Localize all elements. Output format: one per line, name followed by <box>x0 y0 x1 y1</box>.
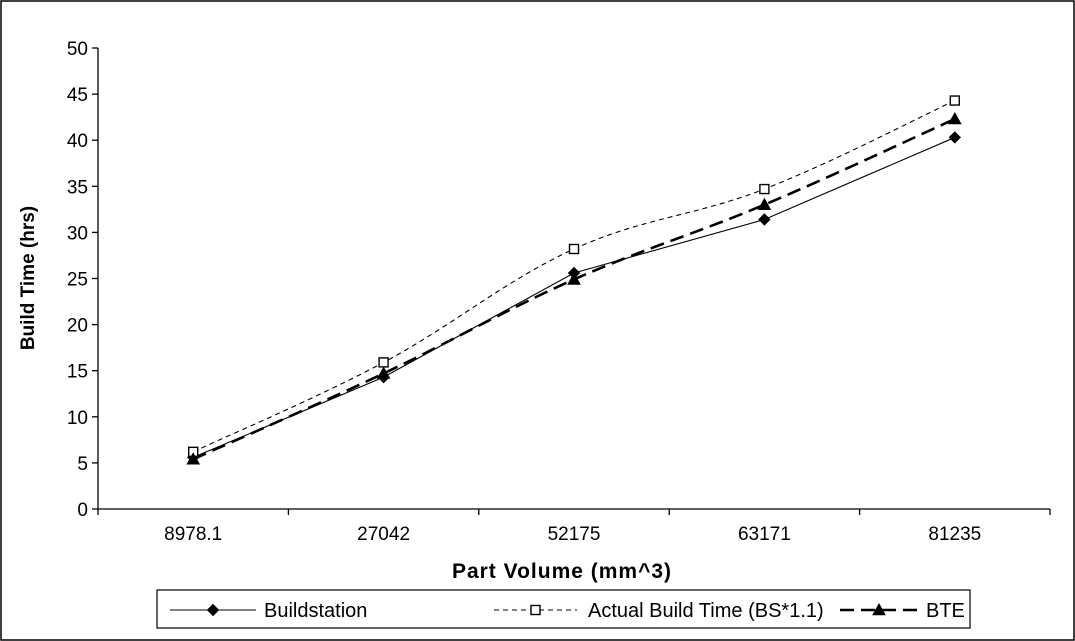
data-point-actual-build-time-bs-1-1 <box>759 183 770 195</box>
x-tick-label: 27042 <box>357 524 410 545</box>
data-point-bte <box>376 366 391 379</box>
series-bte <box>186 111 962 465</box>
series-layer <box>186 95 962 465</box>
legend-item-bte: BTE <box>840 600 965 622</box>
data-point-actual-build-time-bs-1-1 <box>949 95 960 106</box>
data-point-bte <box>567 272 581 285</box>
y-axis-title: Build Time (hrs) <box>18 206 39 350</box>
legend-marker-buildstation <box>206 603 220 617</box>
y-tick-label: 20 <box>67 316 88 337</box>
y-tick-label: 35 <box>67 177 88 198</box>
legend-marker-actual-build-time-bs-1-1 <box>530 604 541 616</box>
x-tick-label: 63171 <box>738 524 791 545</box>
data-point-buildstation <box>948 131 962 144</box>
data-point-actual-build-time-bs-1-1 <box>568 243 580 255</box>
data-point-bte <box>947 111 962 125</box>
legend-label-bte: BTE <box>926 600 965 622</box>
legend-box <box>156 589 971 629</box>
x-axis-title: Part Volume (mm^3) <box>452 560 672 583</box>
y-tick-label: 0 <box>77 500 88 521</box>
y-tick-label: 30 <box>67 223 88 244</box>
y-tick-label: 25 <box>67 270 88 291</box>
legend-label-actual-build-time-bs-1-1: Actual Build Time (BS*1.1) <box>588 600 824 622</box>
legend-item-actual-build-time-bs-1-1: Actual Build Time (BS*1.1) <box>494 600 824 622</box>
data-point-buildstation <box>758 213 771 226</box>
legend-marker-bte <box>872 602 886 616</box>
y-tick-label: 40 <box>67 131 88 152</box>
y-tick-label: 45 <box>67 85 88 106</box>
x-tick-label: 52175 <box>548 524 601 545</box>
x-tick-label: 8978.1 <box>164 524 222 545</box>
y-tick-label: 10 <box>67 408 88 429</box>
data-point-bte <box>757 197 772 211</box>
y-tick-label: 50 <box>67 39 88 60</box>
series-actual-build-time-bs-1-1 <box>187 95 960 458</box>
data-point-actual-build-time-bs-1-1 <box>378 357 389 368</box>
legend-label-buildstation: Buildstation <box>264 600 367 622</box>
y-tick-label: 15 <box>67 362 88 383</box>
legend: Buildstation Actual Build Time (BS*1.1) BT… <box>156 589 971 629</box>
data-point-bte <box>186 452 201 465</box>
y-tick-label: 5 <box>77 454 88 475</box>
x-tick-label: 81235 <box>928 524 981 545</box>
axes: 0 5 10 15 20 25 30 35 40 45 50 8978.1 27042 52175 6317… <box>67 39 1051 545</box>
legend-item-buildstation: Buildstation <box>170 600 367 622</box>
